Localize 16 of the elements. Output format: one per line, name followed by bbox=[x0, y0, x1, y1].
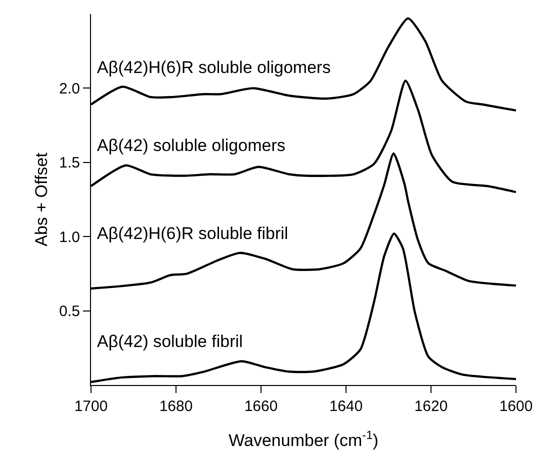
y-tick-label: 1.0 bbox=[59, 228, 80, 246]
series-label: Aβ(42)H(6)R soluble fibril bbox=[97, 224, 288, 243]
y-tick-label: 2.0 bbox=[59, 80, 80, 98]
series-label: Aβ(42)H(6)R soluble oligomers bbox=[97, 58, 331, 77]
x-axis-title: Wavenumber (cm$^{-1}$) bbox=[228, 428, 378, 450]
x-tick-label: 1620 bbox=[414, 398, 448, 415]
x-tick-label: 1600 bbox=[499, 398, 533, 415]
y-axis-title: Abs + Offset bbox=[32, 152, 51, 246]
y-tick-label: 1.5 bbox=[59, 154, 80, 172]
x-tick-label: 1700 bbox=[74, 398, 108, 415]
x-tick-label: 1660 bbox=[244, 398, 278, 415]
series-label: Aβ(42) soluble oligomers bbox=[97, 136, 286, 155]
x-tick-label: 1680 bbox=[159, 398, 193, 415]
x-tick-label: 1640 bbox=[329, 398, 363, 415]
series-label: Aβ(42) soluble fibril bbox=[97, 332, 243, 351]
y-tick-label: 0.5 bbox=[59, 303, 80, 320]
